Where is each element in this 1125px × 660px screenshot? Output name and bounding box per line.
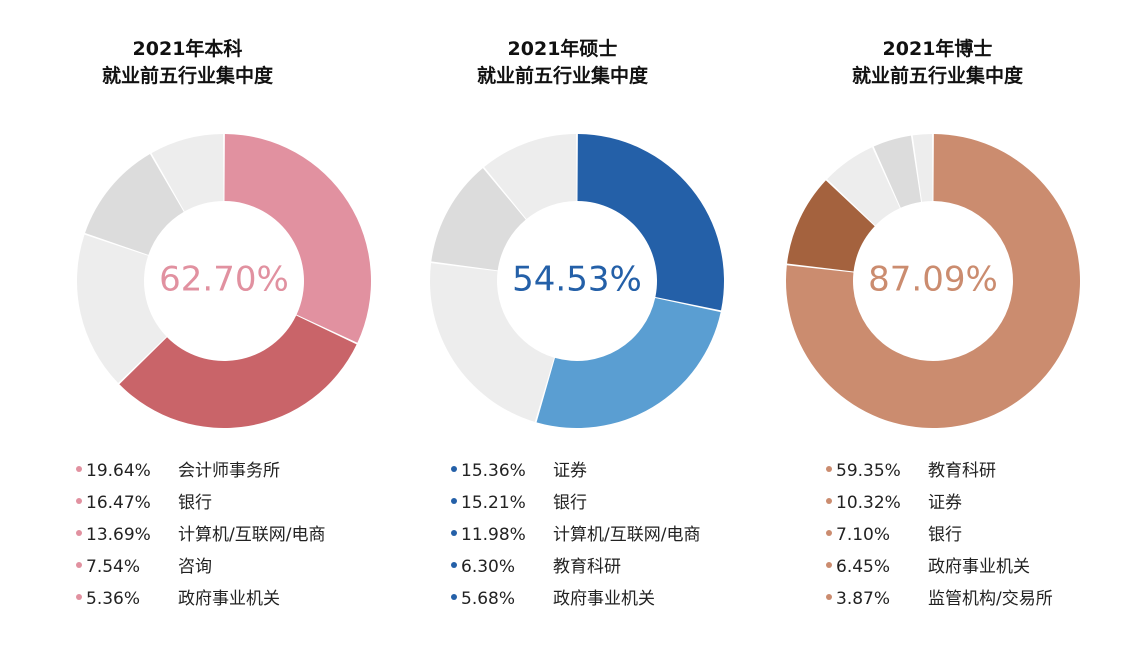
- legend-item: 6.30% 教育科研: [451, 551, 751, 583]
- donut-chart: 87.09%: [786, 134, 1080, 428]
- legend-percent: 15.21%: [461, 493, 526, 513]
- legend-dot-icon: [76, 562, 82, 568]
- legend-label: 监管机构/交易所: [928, 589, 1053, 609]
- legend-label: 政府事业机关: [178, 589, 280, 609]
- legend-item: 7.54% 咨询: [76, 551, 376, 583]
- center-value: 87.09%: [868, 260, 998, 300]
- legend-percent: 10.32%: [836, 493, 901, 513]
- legend-label: 证券: [553, 461, 587, 481]
- chart-title-line1: 2021年本科: [132, 38, 243, 60]
- legend-percent: 7.54%: [86, 557, 141, 577]
- legend-dot-icon: [826, 530, 832, 536]
- chart-panel-master: 2021年硕士 就业前五行业集中度 54.53% 15.36% 证券 15.21% 银…: [375, 0, 750, 660]
- legend-label: 教育科研: [553, 557, 621, 577]
- legend-label: 会计师事务所: [178, 461, 280, 481]
- legend-label: 咨询: [178, 557, 212, 577]
- donut-chart: 54.53%: [430, 134, 724, 428]
- legend-dot-icon: [451, 530, 457, 536]
- legend-label: 计算机/互联网/电商: [553, 525, 701, 545]
- donut-slice-3: [873, 135, 922, 208]
- donut-slice-3: [431, 168, 526, 271]
- donut-slice-2: [77, 234, 167, 383]
- legend-dot-icon: [76, 466, 82, 472]
- legend-item: 6.45% 政府事业机关: [826, 551, 1125, 583]
- donut-slice-3: [85, 153, 184, 255]
- donut-slice-4: [912, 134, 933, 202]
- legend-label: 计算机/互联网/电商: [178, 525, 326, 545]
- donut-slice-2: [827, 147, 900, 226]
- donut-slice-4: [484, 134, 577, 219]
- legend-percent: 59.35%: [836, 461, 901, 481]
- legend-dot-icon: [451, 594, 457, 600]
- legend-percent: 6.30%: [461, 557, 516, 577]
- legend-percent: 5.36%: [86, 589, 141, 609]
- legend: 15.36% 证券 15.21% 银行 11.98% 计算机/互联网/电商 6.30% 教育科…: [451, 455, 751, 615]
- donut-slice-4: [151, 134, 224, 212]
- legend-percent: 16.47%: [86, 493, 151, 513]
- chart-title-line2: 就业前五行业集中度: [851, 65, 1023, 87]
- legend-percent: 13.69%: [86, 525, 151, 545]
- donut-slice-0: [786, 134, 1080, 428]
- legend-label: 教育科研: [928, 461, 996, 481]
- chart-title-line2: 就业前五行业集中度: [476, 65, 648, 87]
- donut-slice-1: [119, 315, 357, 428]
- legend-item: 10.32% 证券: [826, 487, 1125, 519]
- chart-title-line1: 2021年博士: [882, 38, 993, 60]
- legend: 19.64% 会计师事务所 16.47% 银行 13.69% 计算机/互联网/电商 7.54…: [76, 455, 376, 615]
- legend-percent: 15.36%: [461, 461, 526, 481]
- legend-dot-icon: [826, 466, 832, 472]
- legend-label: 政府事业机关: [928, 557, 1030, 577]
- legend-item: 19.64% 会计师事务所: [76, 455, 376, 487]
- legend-dot-icon: [451, 562, 457, 568]
- chart-title-line1: 2021年硕士: [507, 38, 618, 60]
- legend-dot-icon: [76, 530, 82, 536]
- legend-item: 15.21% 银行: [451, 487, 751, 519]
- donut-slice-0: [224, 134, 371, 343]
- legend-dot-icon: [451, 498, 457, 504]
- legend-item: 15.36% 证券: [451, 455, 751, 487]
- legend-percent: 19.64%: [86, 461, 151, 481]
- legend-dot-icon: [826, 498, 832, 504]
- donut-chart: 62.70%: [77, 134, 371, 428]
- legend-label: 证券: [928, 493, 962, 513]
- chart-panel-bachelor: 2021年本科 就业前五行业集中度 62.70% 19.64% 会计师事务所 16.…: [0, 0, 375, 660]
- chart-title-line2: 就业前五行业集中度: [101, 65, 273, 87]
- legend-dot-icon: [826, 594, 832, 600]
- donut-slice-1: [787, 180, 875, 272]
- donut-slice-2: [430, 263, 555, 422]
- legend-item: 16.47% 银行: [76, 487, 376, 519]
- donut-slice-0: [577, 134, 724, 311]
- legend-percent: 7.10%: [836, 525, 891, 545]
- legend-item: 5.68% 政府事业机关: [451, 583, 751, 615]
- legend-label: 银行: [553, 493, 587, 513]
- donut-slice-1: [536, 297, 721, 428]
- legend-item: 5.36% 政府事业机关: [76, 583, 376, 615]
- legend-percent: 11.98%: [461, 525, 526, 545]
- legend-dot-icon: [76, 498, 82, 504]
- center-value: 62.70%: [159, 260, 289, 300]
- legend-dot-icon: [76, 594, 82, 600]
- legend-item: 59.35% 教育科研: [826, 455, 1125, 487]
- legend-label: 银行: [178, 493, 212, 513]
- legend-percent: 6.45%: [836, 557, 891, 577]
- legend-label: 政府事业机关: [553, 589, 655, 609]
- legend-label: 银行: [928, 525, 962, 545]
- legend-dot-icon: [451, 466, 457, 472]
- legend-dot-icon: [826, 562, 832, 568]
- legend-item: 11.98% 计算机/互联网/电商: [451, 519, 751, 551]
- legend-percent: 5.68%: [461, 589, 516, 609]
- legend-percent: 3.87%: [836, 589, 891, 609]
- legend: 59.35% 教育科研 10.32% 证券 7.10% 银行 6.45% 政府事业机关 3.87…: [826, 455, 1125, 615]
- center-value: 54.53%: [512, 260, 642, 300]
- legend-item: 7.10% 银行: [826, 519, 1125, 551]
- legend-item: 3.87% 监管机构/交易所: [826, 583, 1125, 615]
- legend-item: 13.69% 计算机/互联网/电商: [76, 519, 376, 551]
- chart-panel-doctor: 2021年博士 就业前五行业集中度 87.09% 59.35% 教育科研 10.32…: [750, 0, 1125, 660]
